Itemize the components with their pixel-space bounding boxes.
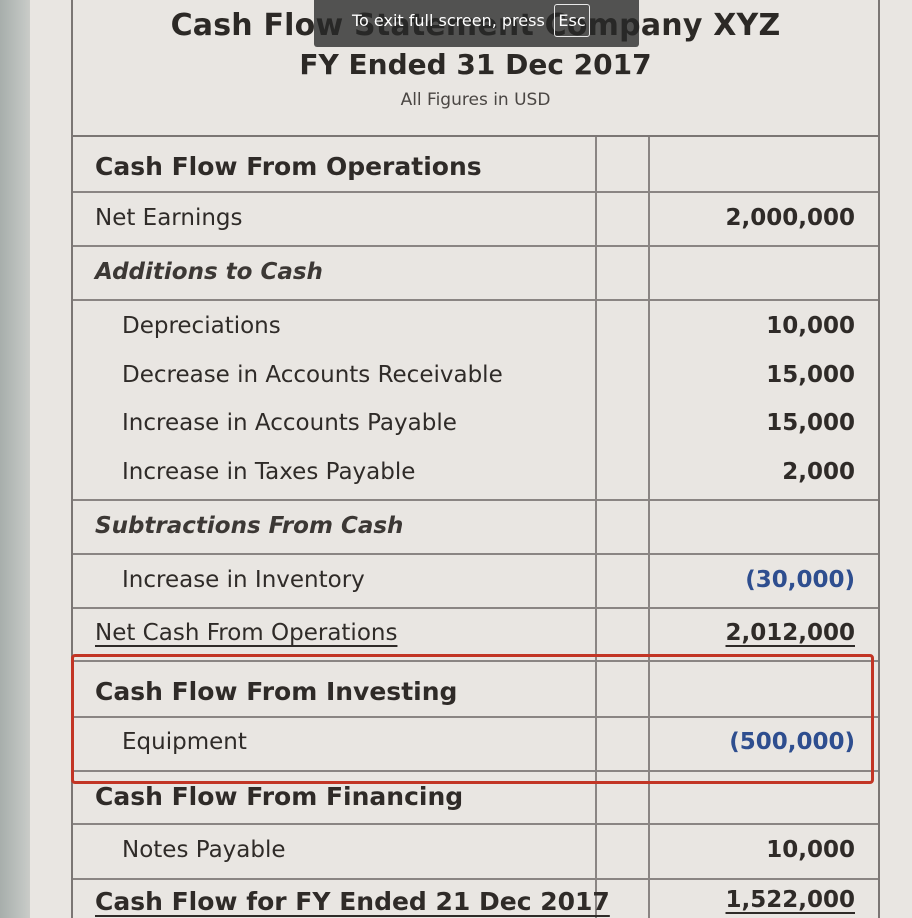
column-divider	[648, 137, 650, 918]
row-divider	[73, 299, 878, 301]
accounts-payable-value: 15,000	[766, 410, 855, 436]
row-divider	[73, 660, 878, 662]
esc-key-hint: Esc	[554, 4, 590, 37]
taxes-payable-label: Increase in Taxes Payable	[122, 459, 416, 485]
total-label: Cash Flow for FY Ended 21 Dec 2017	[95, 887, 610, 916]
total-value: 1,522,000	[725, 887, 856, 913]
investing-highlight-box	[71, 654, 874, 784]
equipment-value: (500,000)	[729, 729, 855, 755]
statement-period: FY Ended 31 Dec 2017	[299, 48, 652, 81]
inventory-value: (30,000)	[745, 567, 855, 593]
depreciations-value: 10,000	[766, 313, 855, 339]
subtractions-heading: Subtractions From Cash	[95, 513, 404, 539]
row-divider	[73, 878, 878, 880]
net-earnings-value: 2,000,000	[725, 205, 856, 231]
taxes-payable-value: 2,000	[782, 459, 855, 485]
column-divider	[595, 137, 597, 918]
notes-payable-value: 10,000	[766, 837, 855, 863]
toast-message: To exit full screen, press	[352, 11, 545, 30]
net-earnings-label: Net Earnings	[95, 205, 243, 231]
net-operations-label: Net Cash From Operations	[95, 620, 398, 646]
depreciations-label: Depreciations	[122, 313, 281, 339]
currency-note: All Figures in USD	[400, 90, 551, 110]
fullscreen-exit-toast: To exit full screen, press Esc	[314, 0, 639, 47]
notes-payable-label: Notes Payable	[122, 837, 286, 863]
inventory-label: Increase in Inventory	[122, 567, 365, 593]
row-divider	[73, 499, 878, 501]
row-divider	[73, 770, 878, 772]
accounts-payable-label: Increase in Accounts Payable	[122, 410, 457, 436]
row-divider	[73, 823, 878, 825]
row-divider	[73, 607, 878, 609]
cash-flow-statement: Cash Flow Statement Company XYZ FY Ended…	[71, 0, 880, 918]
financing-heading: Cash Flow From Financing	[95, 782, 464, 811]
investing-heading: Cash Flow From Investing	[95, 677, 458, 706]
accounts-receivable-label: Decrease in Accounts Receivable	[122, 362, 503, 388]
operations-heading: Cash Flow From Operations	[95, 152, 482, 181]
row-divider	[73, 191, 878, 193]
paper-background	[30, 0, 912, 918]
equipment-label: Equipment	[122, 729, 247, 755]
additions-heading: Additions to Cash	[95, 259, 323, 285]
accounts-receivable-value: 15,000	[766, 362, 855, 388]
row-divider	[73, 716, 878, 718]
row-divider	[73, 553, 878, 555]
net-operations-value: 2,012,000	[725, 620, 856, 646]
row-divider	[73, 245, 878, 247]
